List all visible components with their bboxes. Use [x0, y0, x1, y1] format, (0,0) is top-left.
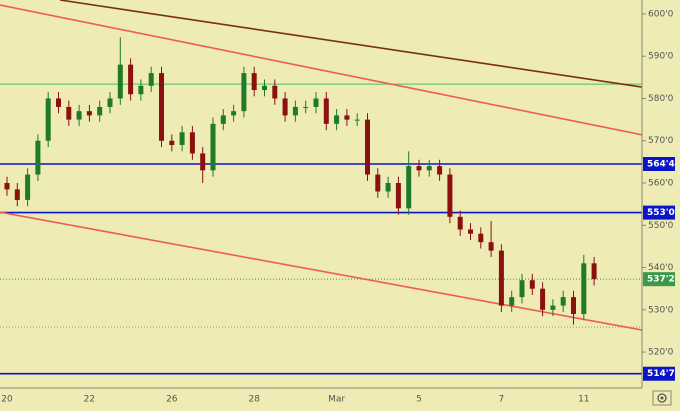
settings-icon[interactable] — [652, 390, 672, 406]
candle-body — [323, 98, 329, 124]
candle-body — [210, 123, 216, 171]
candle-body — [56, 98, 61, 107]
candle-body — [169, 140, 175, 145]
candle-body — [282, 98, 288, 116]
settings-gear[interactable] — [657, 393, 667, 403]
candle-body — [591, 263, 597, 280]
y-tick-label: 540'0 — [648, 263, 674, 273]
candle-body — [241, 73, 247, 112]
candle-body — [437, 166, 443, 175]
y-tick-label: 520'0 — [648, 348, 674, 358]
candle-body — [148, 73, 154, 86]
level-label: 537'2 — [647, 275, 675, 285]
candle-body — [138, 85, 144, 95]
candle-body — [571, 297, 576, 315]
candle-body — [292, 106, 298, 116]
candle-body — [200, 153, 206, 171]
y-tick-label: 590'0 — [648, 52, 674, 62]
candle-body — [365, 119, 370, 175]
y-tick-label: 600'0 — [648, 9, 674, 19]
level-label-box — [643, 205, 675, 220]
candle-body — [251, 73, 257, 91]
candle-body — [117, 64, 123, 99]
level-label-box — [643, 156, 675, 171]
candle-body — [220, 115, 226, 124]
level-label-box — [643, 366, 675, 381]
settings-gear-center — [660, 396, 664, 400]
candle-body — [4, 183, 10, 190]
candle-body — [457, 216, 463, 230]
x-tick-label: 28 — [248, 395, 260, 405]
candle-body — [375, 174, 381, 192]
x-tick-label: 7 — [499, 395, 505, 405]
y-tick-label: 550'0 — [648, 221, 674, 231]
candle-body — [478, 233, 484, 243]
candle-body — [529, 280, 535, 289]
x-tick-label: 5 — [416, 395, 422, 405]
candle-body — [97, 106, 103, 116]
candle-body — [498, 250, 504, 306]
y-tick-label: 530'0 — [648, 305, 674, 315]
candle-body — [395, 183, 401, 209]
candle-body — [354, 119, 360, 121]
candle-body — [426, 166, 432, 171]
candle-body — [560, 297, 566, 306]
level-label-box — [643, 272, 675, 287]
candle-body — [468, 229, 473, 234]
x-tick-label: 26 — [166, 395, 178, 405]
candle-body — [344, 115, 350, 120]
y-tick-label: 560'0 — [648, 179, 674, 189]
level-label: 553'0 — [647, 208, 675, 218]
y-tick-label: 580'0 — [648, 94, 674, 104]
level-label: 564'4 — [647, 159, 675, 169]
trend-line — [0, 211, 642, 331]
candle-body — [189, 132, 195, 154]
candle-body — [66, 106, 72, 120]
candle-body — [509, 297, 515, 306]
candle-body — [45, 98, 51, 141]
candle-body — [86, 111, 92, 116]
candle-body — [159, 73, 164, 141]
candle-body — [179, 132, 185, 145]
candle-body — [128, 64, 134, 95]
candle-body — [581, 263, 587, 315]
plot-area — [0, 0, 642, 375]
candle-body — [519, 280, 525, 298]
candle-body — [406, 166, 412, 209]
candle-body — [262, 85, 267, 91]
candle-body — [540, 288, 546, 310]
candle-body — [488, 242, 494, 251]
candle-body — [313, 98, 319, 107]
candle-body — [107, 98, 113, 107]
candle-body — [334, 115, 340, 124]
candle-body — [231, 111, 237, 116]
candle-body — [303, 106, 309, 108]
candle-body — [14, 189, 20, 200]
candle-body — [385, 183, 391, 192]
trend-line — [0, 4, 642, 136]
x-tick-label: Mar — [328, 395, 345, 405]
x-tick-label: 22 — [84, 395, 95, 405]
level-label: 514'7 — [647, 369, 675, 379]
y-tick-label: 570'0 — [648, 136, 674, 146]
candle-body — [447, 174, 453, 217]
candle-body — [35, 140, 41, 175]
candle-body — [272, 85, 278, 99]
candle-body — [25, 174, 31, 200]
candle-body — [416, 166, 422, 171]
trend-line — [59, 0, 642, 88]
x-tick-label: 20 — [1, 395, 13, 405]
candle-body — [76, 111, 82, 120]
x-tick-label: 11 — [578, 395, 589, 405]
candle-body — [550, 305, 556, 310]
